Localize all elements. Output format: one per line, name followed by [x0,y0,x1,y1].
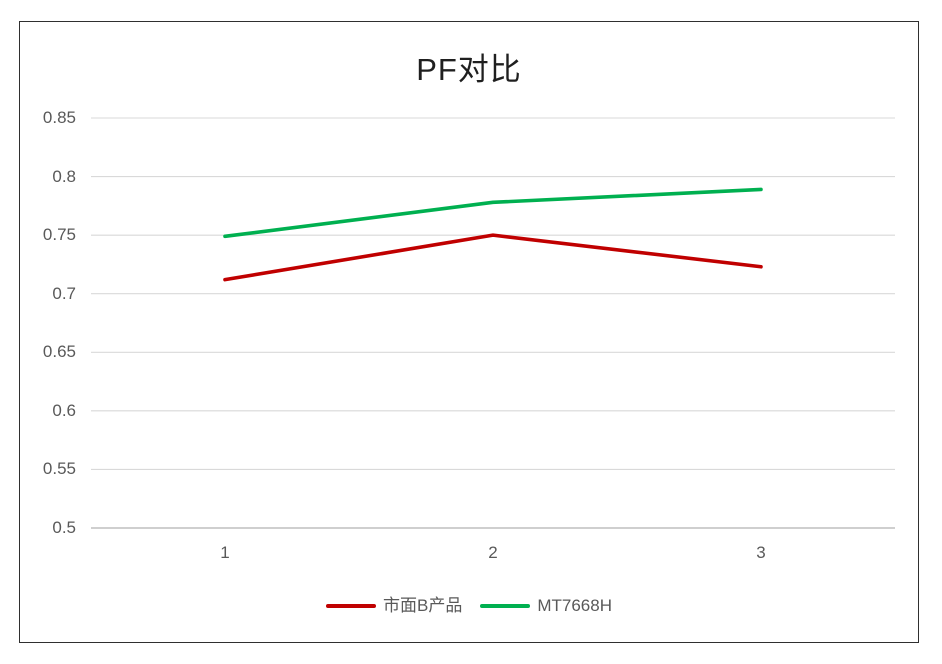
chart-title: PF对比 [416,52,522,87]
y-tick-label: 0.6 [52,400,76,420]
legend-line-swatch-red [326,604,376,608]
y-tick-label: 0.75 [42,225,76,245]
legend-item-series-b: 市面B产品 [326,594,462,618]
legend-line-swatch-green [480,604,531,608]
y-tick-label: 0.5 [52,518,76,537]
y-tick-label: 0.7 [52,283,76,303]
legend-label: MT7668H [537,596,612,615]
series-line-0 [223,233,763,282]
y-tick-label: 0.55 [42,459,76,479]
legend-item-mt7668h: MT7668H [480,594,612,618]
series-line-1 [223,187,763,239]
legend: 市面B产品 MT7668H [20,594,918,618]
y-tick-label: 0.85 [42,108,76,127]
y-tick-label: 0.65 [42,342,76,362]
legend-label: 市面B产品 [383,596,463,615]
x-tick-label: 2 [488,543,498,562]
x-tick-label: 3 [756,543,766,562]
plot-area [91,117,895,529]
chart-frame: PF对比 0.85 0.8 0.75 0.7 0.65 0.6 0.55 0.5 1 2 3 市面… [19,21,919,643]
x-tick-label: 1 [220,543,230,562]
y-tick-label: 0.8 [52,166,76,186]
